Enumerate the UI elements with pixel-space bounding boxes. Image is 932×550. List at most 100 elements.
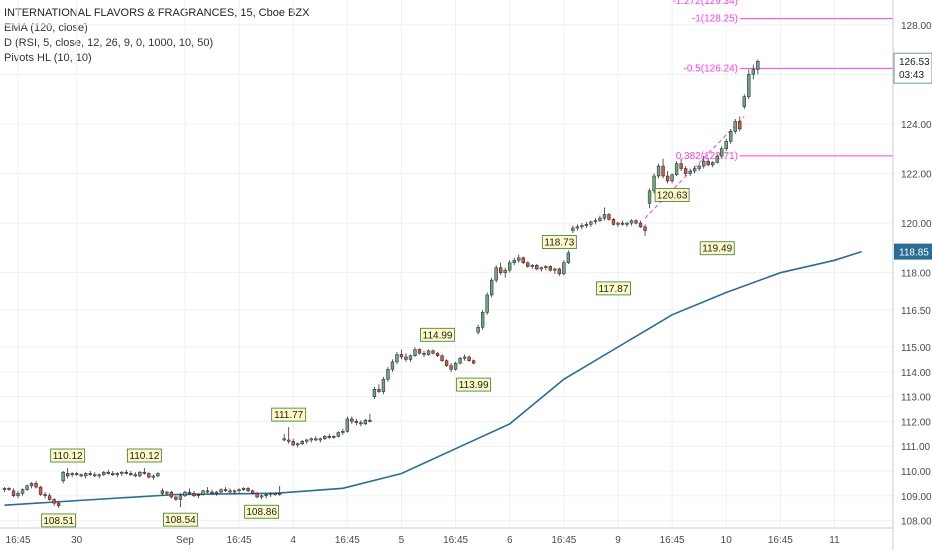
pivot-label-text: 117.87 <box>599 284 629 295</box>
candle-body <box>715 155 719 163</box>
pivot-label-text: 110.12 <box>53 451 83 462</box>
candle <box>404 353 408 362</box>
fib-level-label: 0.382(122.71) <box>676 151 738 162</box>
candle <box>97 473 101 479</box>
ema-line <box>4 250 862 506</box>
time-tick-label: 16:45 <box>551 535 576 546</box>
candle <box>571 225 575 234</box>
pivot-label-box <box>456 377 492 392</box>
candle-body <box>580 225 584 228</box>
candle-body <box>300 440 304 444</box>
candle <box>580 223 584 230</box>
candle-body <box>75 473 79 475</box>
candle <box>512 257 516 266</box>
pivot-label-text: 110.12 <box>129 451 159 462</box>
price-tick-label: 122.00 <box>901 170 932 181</box>
candle-body <box>697 165 701 169</box>
pivot-label-box <box>163 512 198 527</box>
candle-body <box>237 489 241 492</box>
candle-body <box>521 257 525 264</box>
candle <box>724 138 728 152</box>
candle-body <box>359 422 363 425</box>
candle-body <box>79 474 83 477</box>
candle-body <box>440 355 444 361</box>
candle <box>413 347 417 357</box>
candle-body <box>156 473 160 477</box>
candle <box>363 418 368 426</box>
pivot-label-box <box>41 513 77 528</box>
pivot-label: 113.99 <box>456 377 492 392</box>
pivot-label: 114.99 <box>420 327 455 342</box>
candle <box>408 354 413 362</box>
candle <box>720 146 724 159</box>
candle <box>318 437 322 443</box>
candle <box>611 218 616 226</box>
candle-body <box>553 268 557 271</box>
candle-body <box>720 148 724 157</box>
candle <box>584 221 589 229</box>
candle <box>93 472 97 478</box>
last-price-box <box>893 52 932 84</box>
candle-body <box>611 219 616 225</box>
candle-body <box>34 483 38 488</box>
pivot-label: 118.73 <box>541 235 577 249</box>
candle <box>7 487 11 491</box>
price-tick-label: 118.00 <box>901 269 931 280</box>
candle <box>75 472 79 476</box>
pivot-label: 119.49 <box>699 241 735 256</box>
indicator-pivots[interactable]: Pivots HL (10, 10) <box>4 52 92 64</box>
candle-body <box>453 362 458 370</box>
candle-body <box>129 473 133 475</box>
ema-price-box <box>894 243 932 260</box>
candle <box>201 489 205 496</box>
candle-body <box>277 493 282 495</box>
candle <box>620 220 625 226</box>
candle <box>449 363 453 373</box>
pivot-label: 108.86 <box>244 504 280 519</box>
candle <box>223 487 228 493</box>
candle <box>84 472 88 479</box>
candle <box>607 213 611 221</box>
time-tick-label: 5 <box>399 535 405 546</box>
pivot-label-box <box>541 235 577 249</box>
candle <box>503 267 507 278</box>
candle <box>444 359 449 367</box>
candle <box>102 470 106 476</box>
candle <box>634 219 638 225</box>
candle <box>674 161 679 176</box>
candle-body <box>192 493 196 497</box>
candle <box>34 480 38 489</box>
candle <box>499 262 503 276</box>
candle-body <box>25 485 29 490</box>
candle <box>16 490 20 499</box>
candle <box>715 153 719 164</box>
candle-body <box>625 222 629 225</box>
candle-body <box>476 326 480 333</box>
candle-body <box>508 262 512 271</box>
candle <box>336 431 340 438</box>
ema-price-tag: 118.85 <box>894 243 932 260</box>
candle-body <box>363 419 368 425</box>
candle <box>480 309 485 330</box>
candle <box>210 489 214 495</box>
ema-layer <box>4 250 862 506</box>
candle <box>629 219 634 226</box>
pivot-label: 111.77 <box>271 407 307 422</box>
pivot-label-text: 119.49 <box>702 244 732 255</box>
candle-body <box>377 388 381 392</box>
candle-body <box>93 474 97 477</box>
candle <box>250 489 255 495</box>
indicator-d[interactable]: D (RSI, 5, close, 12, 26, 9, 0, 1000, 10… <box>4 37 214 49</box>
price-tick-label: 124.00 <box>901 120 932 131</box>
candle-body <box>133 474 137 477</box>
candle <box>702 155 706 169</box>
candle-body <box>616 222 620 225</box>
candle-body <box>399 354 404 358</box>
candle-body <box>688 170 692 174</box>
candle-body <box>458 357 462 364</box>
time-tick-label: 30 <box>71 535 83 546</box>
candle <box>490 277 494 298</box>
candle <box>476 324 480 335</box>
candle <box>359 420 363 427</box>
